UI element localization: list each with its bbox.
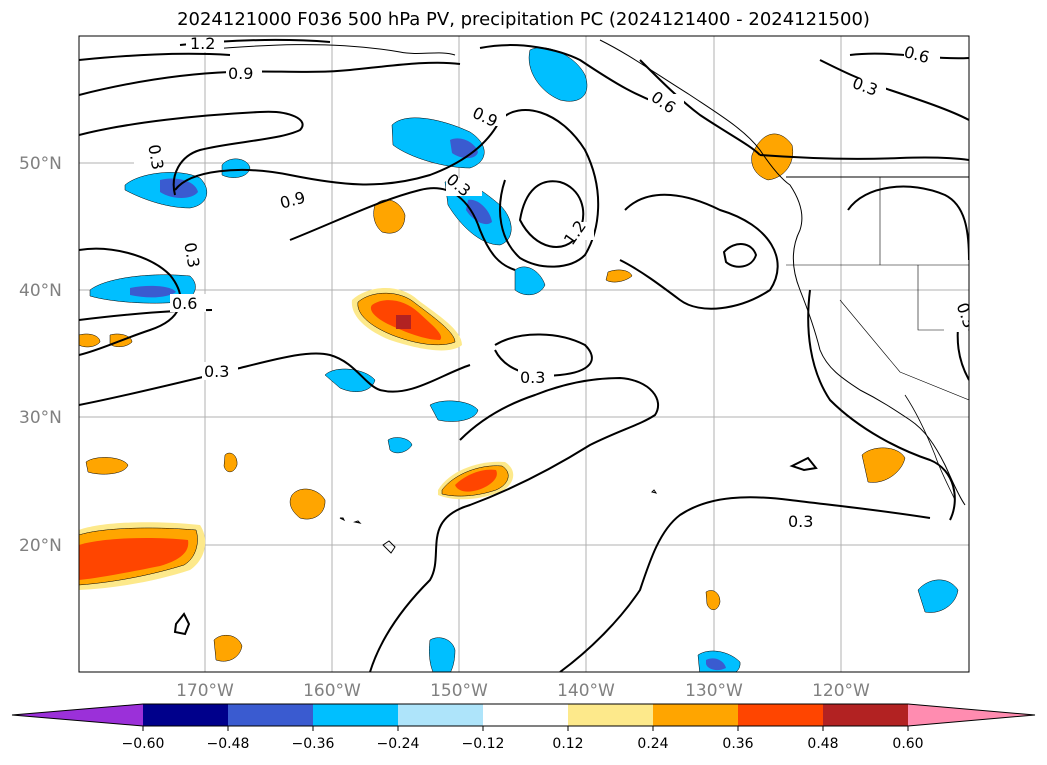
precip-neg-area <box>528 47 588 102</box>
lon-label: 170°W <box>176 681 234 701</box>
colorbar-segment <box>568 704 653 726</box>
precip-neg-area <box>917 579 959 613</box>
colorbar-segment <box>483 704 568 726</box>
colorbar-tick-label: −0.36 <box>292 736 335 752</box>
colorbar-segment <box>313 704 398 726</box>
precip-pos-area <box>373 199 406 234</box>
precip-neg-core <box>706 658 726 671</box>
contour-label: 0.3 <box>788 512 813 531</box>
precip-neg-area <box>429 400 479 422</box>
colorbar-extend-max <box>908 704 1035 726</box>
colorbar-extend-min <box>12 704 143 726</box>
colorbar: −0.60 −0.48 −0.36 −0.24 −0.12 0.12 0.24 0.36 0.4… <box>11 703 1036 752</box>
contour-0-3 <box>847 185 969 381</box>
lon-label: 120°W <box>812 681 870 701</box>
contour-0-9 <box>79 110 304 196</box>
precip-pos-area <box>289 488 326 520</box>
precip-pos-area <box>223 452 238 473</box>
colorbar-segment <box>823 704 908 726</box>
lat-label: 20°N <box>19 536 62 556</box>
contour-0-3 <box>807 289 956 521</box>
contour-0-3 <box>79 352 471 406</box>
colorbar-tick-label: −0.48 <box>207 736 250 752</box>
contour-0-3 <box>559 496 931 672</box>
precip-positive-areas <box>79 133 906 662</box>
colorbar-tick-label: 0.24 <box>637 736 668 752</box>
precip-pos-max <box>396 315 411 329</box>
contour-1-2 <box>479 44 681 111</box>
contour-label: 0.3 <box>180 241 203 269</box>
contour-label: 0.3 <box>204 362 229 381</box>
contour-0-6 <box>722 243 758 268</box>
contour-0-3 <box>173 612 191 636</box>
precip-neg-core <box>160 178 198 198</box>
coastlines <box>199 39 969 554</box>
contour-0-9 <box>79 61 461 96</box>
longitude-labels: 170°W 160°W 150°W 140°W 130°W 120°W <box>176 681 870 701</box>
colorbar-tick-label: −0.60 <box>122 736 165 752</box>
lon-label: 140°W <box>557 681 615 701</box>
precip-pos-core <box>79 537 189 580</box>
contour-0-3 <box>819 59 969 121</box>
lon-label: 150°W <box>430 681 488 701</box>
contour-0-6 <box>639 59 969 161</box>
contour-0-3 <box>369 376 660 672</box>
precip-pos-area <box>705 590 721 610</box>
contour-0-9 <box>174 109 600 268</box>
colorbar-segment <box>398 704 483 726</box>
colorbar-segment <box>653 704 738 726</box>
contour-label: 1.2 <box>560 217 590 249</box>
lon-label: 130°W <box>685 681 743 701</box>
precip-neg-area <box>324 368 376 392</box>
contour-label: 0.9 <box>228 64 253 83</box>
precip-neg-area <box>387 437 413 454</box>
contour-0-6 <box>619 193 779 310</box>
precip-pos-area <box>213 634 243 662</box>
precip-pos-area <box>85 457 129 475</box>
precip-pos-area <box>605 269 633 283</box>
colorbar-segment <box>738 704 823 726</box>
precip-neg-core <box>466 199 492 225</box>
precip-neg-area <box>429 637 456 672</box>
precip-pos-area <box>79 333 101 348</box>
colorbar-tick-label: 0.36 <box>722 736 753 752</box>
latitude-labels: 50°N 40°N 30°N 20°N <box>19 154 62 556</box>
contour-labels: 1.2 0.9 0.9 0.9 1.2 0.6 0.6 0.6 0.3 0.3 … <box>134 34 969 531</box>
lat-label: 50°N <box>19 154 62 174</box>
lat-label: 40°N <box>19 281 62 301</box>
map-frame <box>78 35 970 673</box>
contour-label: 0.6 <box>648 87 680 117</box>
colorbar-tick-label: 0.12 <box>552 736 583 752</box>
contour-0-9 <box>289 187 516 271</box>
contour-label: 0.3 <box>520 368 545 387</box>
colorbar-segment <box>143 704 228 726</box>
contour-0-3 <box>789 456 818 472</box>
colorbar-tick-label: −0.12 <box>462 736 505 752</box>
colorbar-tick-label: 0.48 <box>807 736 838 752</box>
precip-pos-area <box>751 133 794 181</box>
precip-negative-areas <box>89 47 959 672</box>
precip-neg-core <box>130 285 176 298</box>
colorbar-segment <box>228 704 313 726</box>
contour-label: 0.3 <box>144 143 167 171</box>
precip-pos-core <box>455 469 497 492</box>
gridlines <box>79 36 969 672</box>
precip-pos-area <box>861 447 906 483</box>
contour-label: 1.2 <box>190 34 215 53</box>
precip-neg-area <box>221 158 251 178</box>
pv-contours <box>79 38 969 672</box>
colorbar-tick-label: −0.24 <box>377 736 420 752</box>
map-title: 2024121000 F036 500 hPa PV, precipitatio… <box>177 9 870 30</box>
contour-label: 0.6 <box>172 294 197 313</box>
colorbar-tick-label: 0.60 <box>892 736 923 752</box>
lat-label: 30°N <box>19 408 62 428</box>
lon-label: 160°W <box>303 681 361 701</box>
precip-neg-area <box>514 266 546 296</box>
